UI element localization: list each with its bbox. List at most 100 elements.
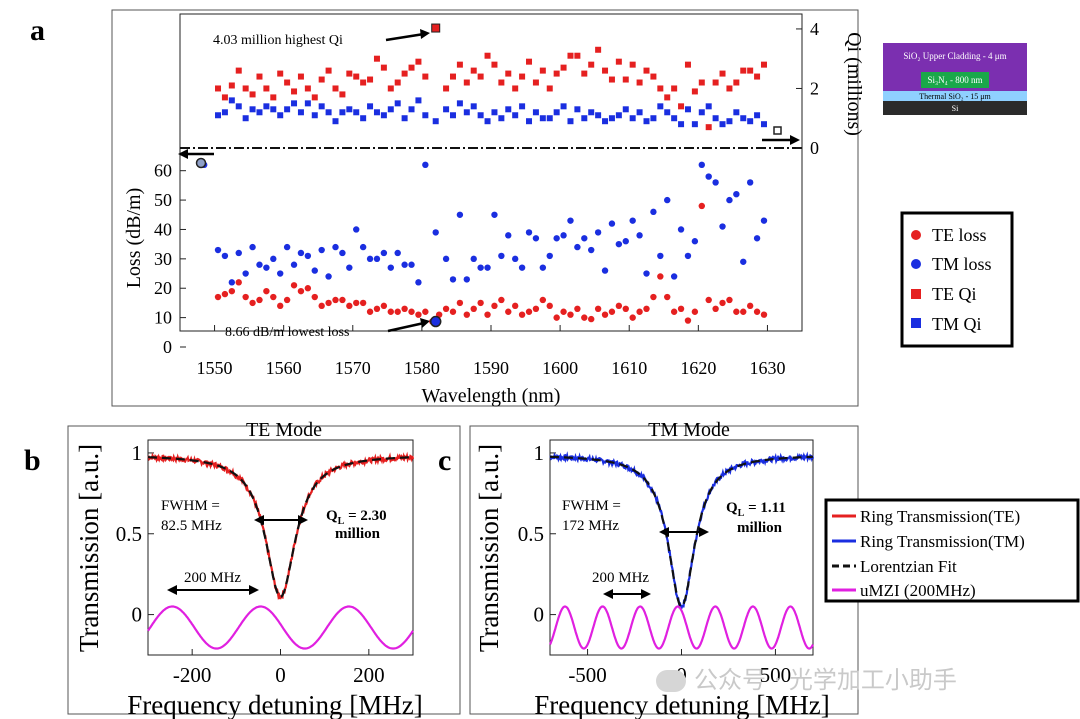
tm-qi-point xyxy=(519,103,526,110)
tm-qi-point xyxy=(636,109,643,116)
panel-label-a: a xyxy=(30,14,45,47)
panel-c-fwhm-line1: FWHM = xyxy=(562,498,621,514)
te-qi-point xyxy=(712,79,719,86)
tm-loss-point xyxy=(387,264,394,271)
te-qi-point xyxy=(256,73,263,80)
te-qi-point xyxy=(249,91,256,98)
te-qi-point xyxy=(498,79,505,86)
tm-qi-point xyxy=(235,103,242,110)
tm-loss-point xyxy=(432,229,439,236)
tm-qi-point xyxy=(346,106,353,113)
tm-qi-point xyxy=(339,109,346,116)
tm-loss-point xyxy=(753,235,761,242)
x-tick-label: 1560 xyxy=(266,358,302,378)
layer-core: Si₃N₄ - 800 nm xyxy=(921,72,989,88)
tm-qi-point xyxy=(221,109,228,116)
te-qi-point xyxy=(325,67,332,74)
te-loss-point xyxy=(373,305,381,312)
tm-loss-point xyxy=(456,211,464,218)
te-qi-point xyxy=(657,85,664,92)
panel-label-b: b xyxy=(24,444,41,477)
tm-qi-point xyxy=(595,112,602,119)
te-loss-point xyxy=(380,302,388,310)
tm-qi-point xyxy=(539,115,546,122)
tm-loss-point xyxy=(442,255,450,263)
tm-loss-point xyxy=(567,217,574,224)
te-loss-point xyxy=(511,302,519,310)
te-qi-point xyxy=(284,79,291,86)
loss-tick-label: 0 xyxy=(163,337,172,357)
te-qi-point xyxy=(560,64,567,71)
tm-qi-point xyxy=(353,109,360,116)
te-loss-point xyxy=(249,299,256,307)
te-loss-point xyxy=(560,308,567,315)
te-loss-point xyxy=(643,305,650,312)
te-loss-point xyxy=(581,314,588,321)
te-qi-point xyxy=(608,76,615,83)
te-loss-point xyxy=(449,308,457,315)
tm-qi-point xyxy=(719,121,726,128)
te-loss-point xyxy=(277,302,284,310)
te-qi-point xyxy=(553,70,560,77)
panel-a-qi-label: Qi (millions) xyxy=(843,32,865,136)
te-loss-point xyxy=(346,302,353,310)
tm-loss-point xyxy=(214,246,222,254)
te-loss-point xyxy=(615,302,623,310)
tm-loss-point xyxy=(449,276,457,283)
tm-qi-point xyxy=(449,112,456,119)
te-qi-point xyxy=(526,58,533,65)
panel-a-axes xyxy=(179,13,803,332)
te-loss-point xyxy=(677,305,685,312)
te-qi-point xyxy=(760,61,767,68)
tm-qi-point xyxy=(256,109,263,116)
te-loss-point xyxy=(532,305,540,312)
tm-loss-point xyxy=(581,235,588,242)
tm-qi-point xyxy=(740,115,747,122)
tm-loss-point xyxy=(270,255,277,263)
te-qi-point xyxy=(373,55,380,62)
x-tick-label: 1580 xyxy=(404,358,440,378)
panel-a-loss-label: Loss (dB/m) xyxy=(123,188,145,289)
te-loss-point xyxy=(297,287,305,295)
te-loss-point xyxy=(498,296,505,304)
te-loss-point xyxy=(636,308,643,315)
x-tick-label: 0 xyxy=(275,663,286,687)
tm-qi-point xyxy=(304,100,311,107)
te-qi-point xyxy=(629,61,636,68)
tm-loss-point xyxy=(677,226,685,233)
panel-a-qi-ticks: 0 2 4 xyxy=(796,19,819,158)
tm-qi-point xyxy=(760,121,767,128)
tm-loss-point xyxy=(249,243,256,251)
te-qi-point xyxy=(215,85,222,92)
tm-qi-point xyxy=(657,103,664,110)
te-lorentzian-fit-line xyxy=(148,456,413,598)
tm-loss-point xyxy=(539,264,547,271)
te-loss-point xyxy=(740,308,747,315)
x-tick-label: 1570 xyxy=(335,358,371,378)
tm-loss-point xyxy=(719,223,726,230)
panel-c-span-label: 200 MHz xyxy=(592,570,649,586)
te-qi-point xyxy=(380,64,387,71)
te-loss-point xyxy=(477,299,484,307)
loss-tick-label: 10 xyxy=(154,308,172,328)
tm-loss-point xyxy=(691,238,699,245)
tm-loss-point xyxy=(684,252,692,260)
tm-qi-point xyxy=(608,115,615,122)
tm-qi-point xyxy=(311,112,318,119)
te-loss-point xyxy=(760,311,768,318)
te-loss-point xyxy=(442,305,450,312)
panel-c-ticks: -500050000.51 xyxy=(518,441,791,687)
loss-tick-label: 60 xyxy=(154,161,172,181)
te-loss-point xyxy=(546,302,553,310)
y-tick-label: 0.5 xyxy=(116,522,142,546)
panel-c-ql-line1: QL = 1.11 xyxy=(726,500,786,519)
tm-qi-point xyxy=(622,106,629,113)
te-qi-point xyxy=(263,85,270,92)
bottom-legend-box xyxy=(824,498,1080,603)
legend-ring-tm: Ring Transmission(TM) xyxy=(860,532,1025,551)
te-loss-point xyxy=(491,302,498,310)
tm-loss-point xyxy=(746,179,754,186)
tm-qi-point xyxy=(477,112,484,119)
te-loss-point xyxy=(505,308,512,315)
panel-c-ql-line2: million xyxy=(737,520,783,536)
